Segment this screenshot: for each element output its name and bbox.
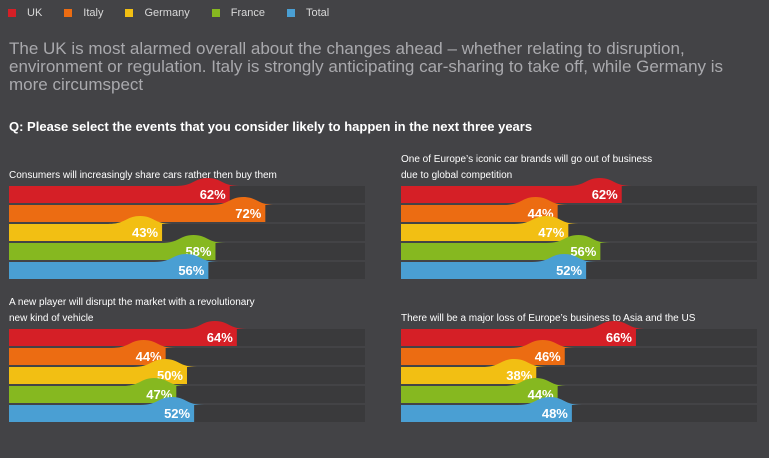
bar-total [9, 405, 195, 422]
bar-bump-france [503, 378, 568, 386]
bar-bump-germany [514, 216, 579, 224]
headline: The UK is most alarmed overall about the… [9, 39, 724, 94]
bar-france [9, 386, 177, 403]
value-label-total: 52% [164, 406, 190, 421]
chart-panel-loss-to-asia: There will be a major loss of Europe’s b… [401, 311, 757, 423]
bar-bump-total [140, 397, 205, 405]
legend-label-germany: Germany [144, 7, 190, 19]
bar-bump-germany [482, 359, 547, 367]
bar-italy [9, 205, 266, 222]
bar-france [401, 243, 601, 260]
bar-uk [401, 329, 636, 346]
chart-panel-iconic-brand: One of Europe’s iconic car brands will g… [401, 152, 757, 280]
bar-france [401, 386, 558, 403]
legend-label-uk: UK [27, 7, 43, 19]
legend-label-italy: Italy [83, 7, 104, 19]
legend-swatch-italy [64, 9, 73, 17]
bar-france [9, 243, 216, 260]
value-label-total: 56% [178, 263, 204, 278]
bar-bump-germany [108, 216, 173, 224]
legend-swatch-france [211, 9, 220, 17]
chart-panel-share-cars: Consumers will increasingly share cars r… [9, 168, 365, 280]
panel-title-line: Consumers will increasingly share cars r… [9, 170, 277, 181]
bar-bump-france [161, 235, 226, 243]
bar-italy [9, 348, 166, 365]
bar-chart: 66%46%38%44%48% [401, 321, 757, 422]
bar-chart: 64%44%50%47%52% [9, 321, 365, 422]
value-label-total: 48% [542, 406, 568, 421]
legend-swatch-uk [8, 9, 16, 17]
legend-label-total: Total [305, 7, 330, 19]
bar-bump-italy [503, 197, 568, 205]
value-label-uk: 64% [207, 330, 233, 345]
value-label-uk: 62% [592, 187, 618, 202]
legend-swatch-total [286, 9, 295, 17]
panel-title-line: due to global competition [401, 170, 513, 181]
bar-chart: 62%44%47%56%52% [401, 178, 757, 279]
legend-item-uk: UK [8, 7, 42, 19]
legend-item-germany: Germany [125, 7, 190, 19]
bar-uk [9, 186, 230, 203]
bar-italy [401, 205, 558, 222]
legend: UK Italy Germany France Total [8, 7, 351, 19]
bar-total [401, 262, 587, 279]
bar-bump-uk [182, 321, 247, 329]
legend-swatch-germany [125, 9, 134, 17]
legend-item-france: France [211, 7, 265, 19]
legend-label-france: France [230, 7, 265, 19]
bar-bump-total [154, 254, 219, 262]
bar-bump-france [546, 235, 611, 243]
bar-bump-uk [581, 321, 646, 329]
bar-germany [401, 224, 569, 241]
bar-germany [401, 367, 537, 384]
bar-bump-total [517, 397, 582, 405]
question: Q: Please select the events that you con… [9, 119, 533, 134]
bar-total [401, 405, 572, 422]
bar-bump-total [532, 254, 597, 262]
bar-bump-italy [111, 340, 176, 348]
bar-total [9, 262, 209, 279]
bar-bump-italy [211, 197, 276, 205]
value-label-italy: 46% [535, 349, 561, 364]
legend-item-total: Total [286, 7, 330, 19]
value-label-germany: 43% [132, 225, 158, 240]
bar-bump-uk [567, 178, 632, 186]
panel-title-line: One of Europe’s iconic car brands will g… [401, 154, 653, 165]
bar-germany [9, 367, 187, 384]
panel-title-line: new kind of vehicle [9, 313, 94, 324]
value-label-germany: 47% [538, 225, 564, 240]
bar-bump-germany [133, 359, 197, 367]
bar-germany [9, 224, 163, 241]
value-label-total: 52% [556, 263, 582, 278]
value-label-germany: 50% [157, 368, 183, 383]
value-label-italy: 44% [136, 349, 162, 364]
panel-title-line: A new player will disrupt the market wit… [9, 297, 255, 308]
bar-bump-france [122, 378, 187, 386]
value-label-uk: 66% [606, 330, 632, 345]
bar-uk [9, 329, 237, 346]
bar-bump-italy [510, 340, 575, 348]
value-label-germany: 38% [506, 368, 532, 383]
value-label-france: 56% [570, 244, 596, 259]
chart-panel-new-player: A new player will disrupt the market wit… [9, 295, 365, 423]
panel-title-line: There will be a major loss of Europe’s b… [401, 313, 696, 324]
bar-bump-uk [175, 178, 240, 186]
value-label-italy: 72% [235, 206, 261, 221]
bar-uk [401, 186, 622, 203]
bar-chart: 62%72%43%58%56% [9, 178, 365, 279]
value-label-uk: 62% [200, 187, 226, 202]
legend-item-italy: Italy [64, 7, 103, 19]
